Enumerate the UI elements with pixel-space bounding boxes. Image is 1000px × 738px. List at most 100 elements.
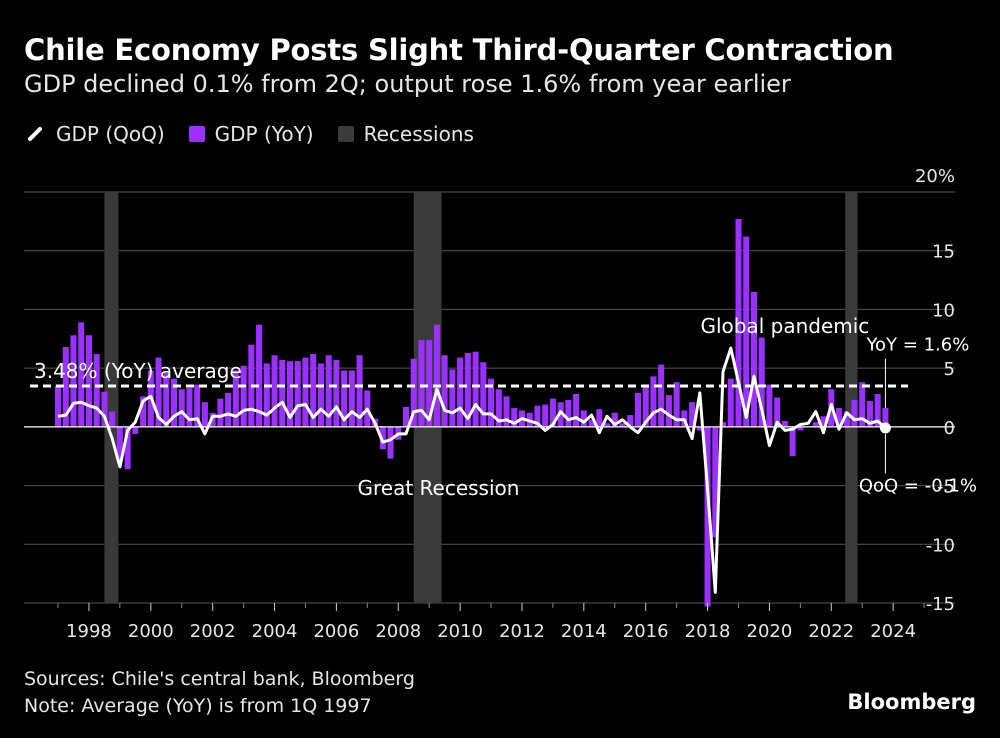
yoy-bar bbox=[441, 355, 448, 427]
footer-sources: Sources: Chile's central bank, Bloomberg bbox=[24, 668, 415, 690]
yoy-bar bbox=[132, 426, 139, 434]
yoy-bar bbox=[627, 415, 634, 427]
yoy-bar bbox=[766, 384, 773, 427]
yoy-bar bbox=[155, 357, 162, 427]
yoy-bar bbox=[325, 355, 332, 427]
yoy-bar bbox=[62, 347, 69, 427]
x-tick-label: 2022 bbox=[808, 621, 854, 642]
yoy-bar bbox=[294, 361, 301, 427]
annotation-yoy-value: YoY = 1.6% bbox=[865, 335, 969, 356]
x-tick-label: 1998 bbox=[66, 621, 112, 642]
yoy-bar bbox=[70, 335, 77, 427]
x-tick-label: 2006 bbox=[313, 621, 359, 642]
annotation-global-pandemic: Global pandemic bbox=[700, 314, 869, 338]
yoy-bar bbox=[866, 401, 873, 427]
yoy-bar bbox=[341, 370, 348, 427]
y-tick-label: 15 bbox=[932, 242, 955, 263]
yoy-bar bbox=[271, 355, 278, 427]
x-tick-label: 2024 bbox=[870, 621, 916, 642]
yoy-bar bbox=[851, 399, 858, 427]
legend-item-qoq: GDP (QoQ) bbox=[24, 122, 165, 146]
y-tick-label: -5 bbox=[937, 477, 955, 498]
yoy-bar bbox=[789, 426, 796, 457]
yoy-bar bbox=[472, 351, 479, 427]
annotation-qoq-value: QoQ = -0.1% bbox=[859, 475, 977, 496]
yoy-bar bbox=[619, 423, 626, 427]
qoq-line bbox=[57, 346, 887, 594]
average-label: 3.48% (YoY) average bbox=[34, 359, 242, 383]
recession-band bbox=[104, 192, 119, 603]
x-axis-ticks: 1998 2000 2002 2004 2006 2008 2010 2012 2014 2016… bbox=[57, 603, 925, 642]
x-tick-label: 2004 bbox=[252, 621, 298, 642]
legend-label-yoy: GDP (YoY) bbox=[214, 122, 314, 146]
x-tick-label: 2014 bbox=[561, 621, 607, 642]
qoq-last-point bbox=[879, 422, 891, 434]
yoy-bar bbox=[240, 365, 247, 427]
x-tick-label: 2020 bbox=[747, 621, 793, 642]
yoy-bar bbox=[194, 384, 201, 427]
yoy-bar bbox=[488, 378, 495, 427]
legend-label-recessions: Recessions bbox=[363, 122, 474, 146]
x-tick-label: 2018 bbox=[685, 621, 731, 642]
recession-band bbox=[845, 192, 858, 603]
yoy-bar-swatch bbox=[188, 126, 205, 142]
chart-subtitle: GDP declined 0.1% from 2Q; output rose 1… bbox=[24, 70, 791, 98]
yoy-bar bbox=[286, 361, 294, 427]
yoy-bar bbox=[557, 402, 564, 427]
yoy-bar bbox=[317, 363, 324, 427]
yoy-bar bbox=[449, 369, 456, 427]
yoy-bar bbox=[689, 402, 696, 427]
yoy-bar bbox=[217, 398, 224, 427]
yoy-bar bbox=[604, 423, 611, 427]
yoy-bar bbox=[642, 386, 649, 427]
yoy-bar bbox=[256, 324, 263, 427]
yoy-bar bbox=[542, 404, 549, 427]
y-tick-label: -15 bbox=[926, 594, 955, 615]
yoy-bar bbox=[116, 426, 123, 463]
yoy-bar bbox=[55, 385, 62, 427]
yoy-bar bbox=[797, 426, 804, 431]
yoy-bar bbox=[101, 391, 108, 427]
yoy-bar bbox=[93, 354, 100, 427]
yoy-bar bbox=[511, 408, 518, 427]
yoy-bar bbox=[534, 405, 541, 427]
yoy-bar bbox=[835, 408, 843, 427]
yoy-bar bbox=[402, 406, 410, 427]
footer-note: Note: Average (YoY) is from 1Q 1997 bbox=[24, 695, 372, 717]
yoy-bar bbox=[302, 357, 309, 427]
yoy-bar bbox=[859, 382, 866, 427]
yoy-bar bbox=[457, 357, 464, 427]
qoq-line-swatch bbox=[27, 126, 43, 142]
yoy-bar bbox=[611, 412, 618, 427]
yoy-bar bbox=[178, 389, 185, 427]
legend-label-qoq: GDP (QoQ) bbox=[56, 122, 165, 146]
yoy-bar bbox=[464, 352, 471, 427]
yoy-bar bbox=[549, 398, 556, 427]
legend: GDP (QoQ) GDP (YoY) Recessions bbox=[24, 122, 498, 146]
x-tick-label: 2002 bbox=[190, 621, 236, 642]
average-line-group: 3.48% (YoY) average bbox=[30, 359, 908, 388]
yoy-bar bbox=[750, 291, 757, 427]
yoy-bar bbox=[279, 359, 286, 427]
yoy-bar bbox=[124, 426, 131, 470]
yoy-bar bbox=[426, 339, 433, 427]
x-tick-label: 2008 bbox=[375, 621, 421, 642]
yoy-bar bbox=[650, 376, 657, 427]
yoy-bar bbox=[704, 426, 711, 607]
yoy-bar bbox=[356, 355, 363, 427]
yoy-bar bbox=[379, 426, 386, 450]
x-tick-label: 2010 bbox=[437, 621, 483, 642]
yoy-bar bbox=[410, 358, 417, 427]
yoy-bar bbox=[743, 236, 750, 427]
y-tick-label: 0 bbox=[944, 418, 955, 439]
y-axis-ticks: -15 -10 -5 0 5 10 15 20% bbox=[915, 166, 955, 615]
yoy-bar bbox=[758, 337, 765, 427]
yoy-bar bbox=[696, 426, 703, 431]
yoy-bar bbox=[170, 378, 178, 427]
yoy-bar bbox=[163, 372, 170, 427]
yoy-bar bbox=[232, 370, 239, 427]
yoy-bar bbox=[665, 395, 672, 427]
gridlines bbox=[24, 191, 955, 604]
legend-item-yoy: GDP (YoY) bbox=[188, 122, 314, 146]
